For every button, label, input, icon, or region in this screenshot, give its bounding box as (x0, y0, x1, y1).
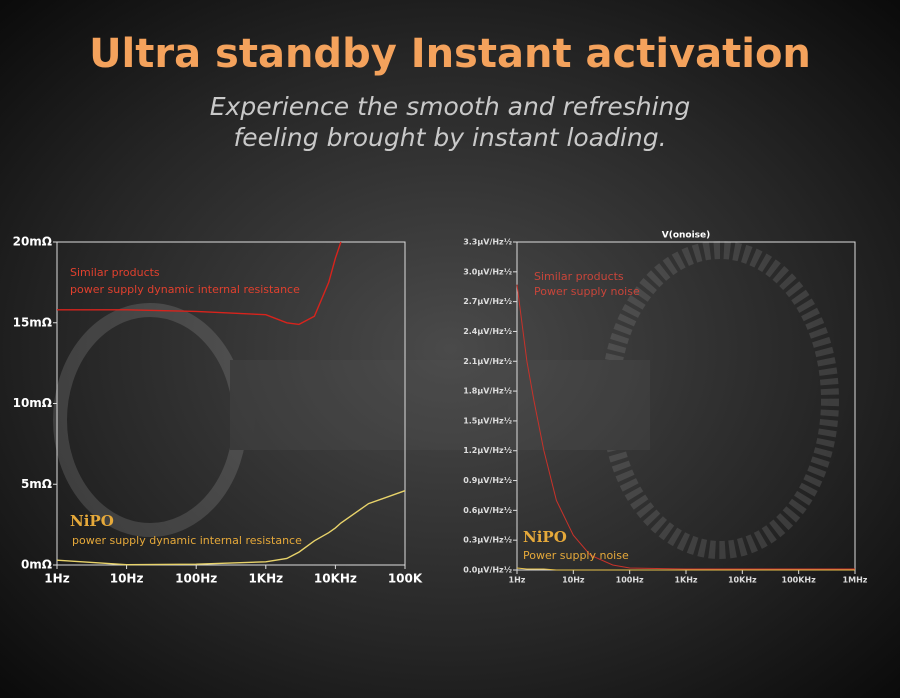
y-tick-label: 5mΩ (21, 477, 52, 491)
title: Ultra standby Instant activation (89, 31, 811, 77)
y-tick-label: 3.3μV/Hz½ (463, 237, 512, 247)
series-line (516, 284, 855, 570)
annotation: Similar products (70, 266, 160, 279)
series-line (56, 490, 406, 566)
y-tick-label: 3.0μV/Hz½ (463, 266, 512, 276)
x-tick-label: 1MHz (843, 576, 868, 585)
x-tick-label: 1Hz (44, 572, 69, 586)
y-tick-label: 0mΩ (21, 558, 52, 572)
y-tick-label: 2.7μV/Hz½ (463, 296, 512, 306)
x-tick-label: 10Hz (562, 576, 585, 585)
subtitle: Experience the smooth and refreshing (210, 92, 691, 121)
y-tick-label: 15mΩ (13, 315, 52, 329)
y-tick-label: 1.2μV/Hz½ (463, 445, 512, 455)
y-tick-label: 0.6μV/Hz½ (463, 505, 512, 515)
series-line (516, 567, 855, 571)
x-tick-label: 10KHz (728, 576, 757, 585)
x-tick-label: 100K (388, 572, 423, 586)
y-tick-label: 0.0μV/Hz½ (463, 565, 512, 575)
subtitle: feeling brought by instant loading. (233, 123, 666, 152)
x-tick-label: 10KHz (314, 572, 357, 586)
x-tick-label: 10Hz (110, 572, 144, 586)
annotation: NiPO (523, 528, 567, 546)
x-tick-label: 100KHz (782, 576, 817, 585)
x-tick-label: 1KHz (674, 576, 697, 585)
annotation: Power supply noise (534, 285, 640, 298)
annotation: Similar products (534, 270, 624, 283)
y-tick-label: 0.9μV/Hz½ (463, 475, 512, 485)
annotation: power supply dynamic internal resistance (70, 283, 300, 296)
x-tick-label: 100Hz (616, 576, 644, 585)
y-tick-label: 1.8μV/Hz½ (463, 386, 512, 396)
y-tick-label: 2.1μV/Hz½ (463, 356, 512, 366)
x-tick-label: 100Hz (175, 572, 217, 586)
y-tick-label: 2.4μV/Hz½ (463, 326, 512, 336)
annotation: Power supply noise (523, 549, 629, 562)
annotation: power supply dynamic internal resistance (72, 534, 302, 547)
y-tick-label: 0.3μV/Hz½ (463, 535, 512, 545)
y-tick-label: 20mΩ (13, 235, 52, 249)
y-tick-label: 1.5μV/Hz½ (463, 415, 512, 425)
x-tick-label: 1KHz (248, 572, 283, 586)
y-tick-label: 10mΩ (13, 396, 52, 410)
x-tick-label: 1Hz (509, 576, 526, 585)
chart-title: V(onoise) (662, 231, 711, 241)
machine-decoration (53, 241, 839, 559)
annotation: NiPO (70, 512, 114, 530)
series-line (57, 241, 342, 326)
